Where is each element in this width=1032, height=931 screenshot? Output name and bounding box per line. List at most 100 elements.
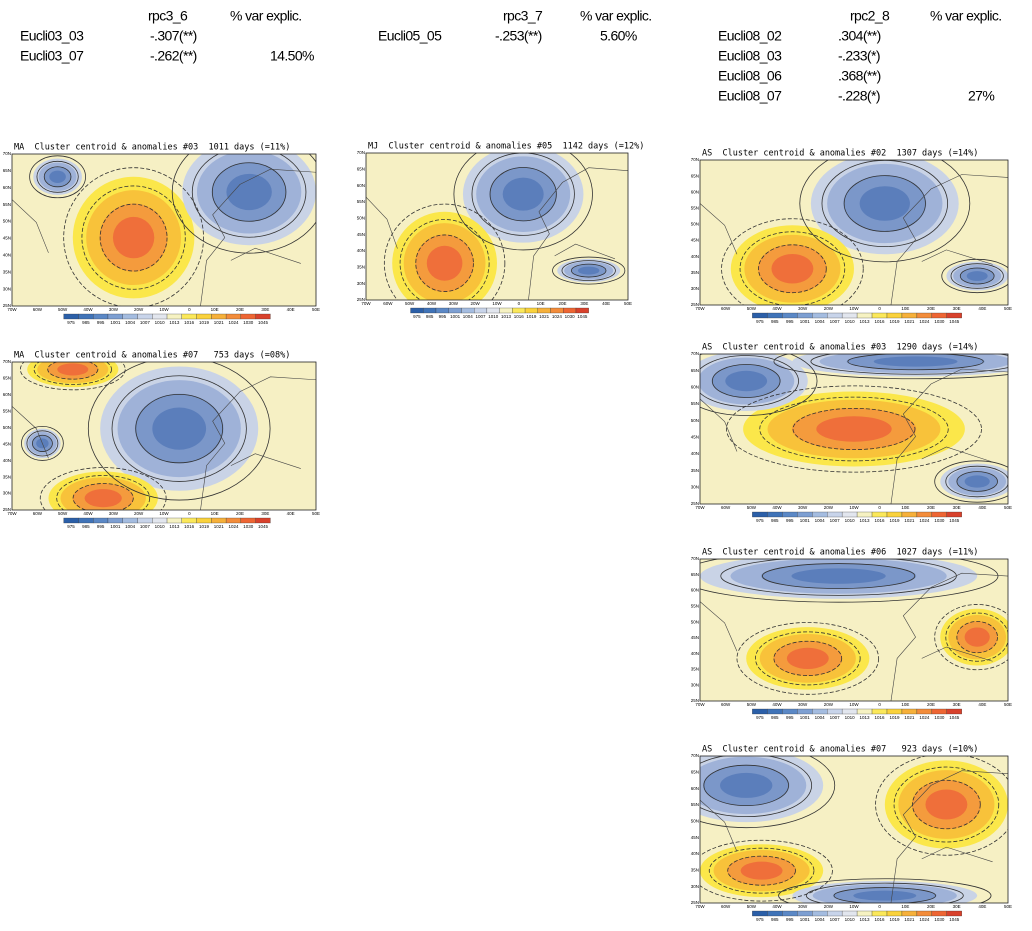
lon-label: 20W [134, 511, 144, 516]
lon-label: 0 [878, 904, 881, 909]
lat-label: 70N [3, 359, 11, 364]
colorbar-label: 1007 [830, 319, 841, 324]
colorbar-label: 1004 [125, 524, 136, 529]
colorbar-label: 1013 [860, 518, 871, 523]
colorbar-label: 1001 [800, 518, 811, 523]
lon-label: 60W [721, 702, 731, 707]
lat-label: 40N [357, 248, 365, 253]
anomaly-shading [427, 246, 463, 281]
lon-label: 20W [824, 505, 834, 510]
colorbar-swatch [902, 709, 917, 714]
lon-label: 70W [7, 307, 17, 312]
map-panel: AS Cluster centroid & anomalies #03 1290… [675, 343, 1032, 524]
map-area [700, 145, 1013, 319]
anomaly-shading [860, 186, 910, 221]
anomaly-shading [771, 254, 813, 284]
colorbar-swatch [917, 911, 932, 916]
colorbar-label: 995 [786, 917, 794, 922]
lon-label: 70W [695, 306, 705, 311]
colorbar-swatch [827, 512, 842, 517]
lat-label: 55N [691, 604, 699, 609]
anomaly-shading [578, 267, 599, 275]
lon-label: 60W [721, 306, 731, 311]
row-label: Eucli03_03 [20, 28, 84, 44]
lon-label: 40W [772, 904, 782, 909]
colorbar-label: 1010 [155, 524, 166, 529]
lat-label: 40N [3, 458, 11, 463]
lon-label: 50E [1004, 702, 1012, 707]
colorbar-label: 1010 [845, 319, 856, 324]
colorbar-swatch [797, 911, 812, 916]
colorbar-label: 1001 [800, 715, 811, 720]
lat-label: 60N [691, 786, 699, 791]
colorbar-label: 1045 [949, 917, 960, 922]
colorbar-label: 995 [786, 715, 794, 720]
colorbar-swatch [902, 512, 917, 517]
lon-label: 70W [695, 904, 705, 909]
lon-label: 20E [558, 301, 566, 306]
map-area [366, 138, 628, 322]
row-var: 5.60% [600, 28, 637, 44]
map-area [675, 344, 1032, 504]
map-area [679, 550, 1019, 701]
colorbar-label: 1016 [875, 518, 886, 523]
colorbar-swatch [767, 512, 782, 517]
lon-label: 30W [109, 511, 119, 516]
lon-label: 20E [927, 702, 935, 707]
lon-label: 10E [901, 505, 909, 510]
anomaly-shading [57, 363, 88, 375]
colorbar-label: 1021 [539, 314, 550, 319]
colorbar-label: 1016 [184, 320, 195, 325]
colorbar-label: 1004 [815, 917, 826, 922]
colorbar-swatch [256, 518, 271, 523]
lat-label: 35N [3, 269, 11, 274]
map-title: AS Cluster centroid & anomalies #06 1027… [702, 548, 978, 558]
colorbar-label: 1021 [214, 524, 225, 529]
colorbar-swatch [241, 314, 256, 319]
lon-label: 50W [747, 904, 757, 909]
colorbar-label: 1007 [140, 524, 151, 529]
colorbar-label: 985 [771, 917, 779, 922]
colorbar-swatch [782, 512, 797, 517]
colorbar-label: 1024 [919, 319, 930, 324]
table-header: % var explic. [230, 8, 302, 24]
lat-label: 55N [691, 401, 699, 406]
row-var: 14.50% [270, 48, 314, 64]
lat-label: 70N [691, 157, 699, 162]
colorbar-swatch [947, 313, 962, 318]
lat-label: 50N [691, 619, 699, 624]
lon-label: 0 [188, 307, 191, 312]
lon-label: 40W [427, 301, 437, 306]
lon-label: 10E [901, 306, 909, 311]
colorbar-swatch [474, 308, 487, 313]
table-header: % var explic. [930, 8, 1002, 24]
anomaly-shading [85, 489, 122, 507]
colorbar-label: 975 [756, 917, 764, 922]
lon-label: 30W [798, 306, 808, 311]
anomaly-shading [853, 891, 916, 901]
map-title: AS Cluster centroid & anomalies #02 1307… [702, 149, 978, 159]
colorbar-swatch [767, 709, 782, 714]
colorbar-swatch [947, 911, 962, 916]
lon-label: 40W [83, 307, 93, 312]
colorbar-swatch [947, 512, 962, 517]
map-panel: AS Cluster centroid & anomalies #06 1027… [679, 548, 1019, 721]
lat-label: 35N [691, 468, 699, 473]
lon-label: 20W [134, 307, 144, 312]
colorbar-label: 1019 [526, 314, 537, 319]
anomaly-shading [725, 371, 767, 391]
anomaly-shading [967, 271, 988, 281]
lon-label: 30W [798, 702, 808, 707]
colorbar-label: 985 [82, 524, 90, 529]
colorbar-swatch [226, 518, 241, 523]
colorbar-swatch [512, 308, 525, 313]
colorbar-label: 1024 [552, 314, 563, 319]
colorbar-swatch [563, 308, 576, 313]
colorbar-swatch [827, 313, 842, 318]
lat-label: 50N [691, 418, 699, 423]
colorbar-swatch [64, 518, 79, 523]
anomaly-shading [925, 790, 967, 820]
colorbar-label: 1019 [889, 917, 900, 922]
colorbar-swatch [551, 308, 564, 313]
table-header: rpc3_7 [503, 8, 543, 24]
